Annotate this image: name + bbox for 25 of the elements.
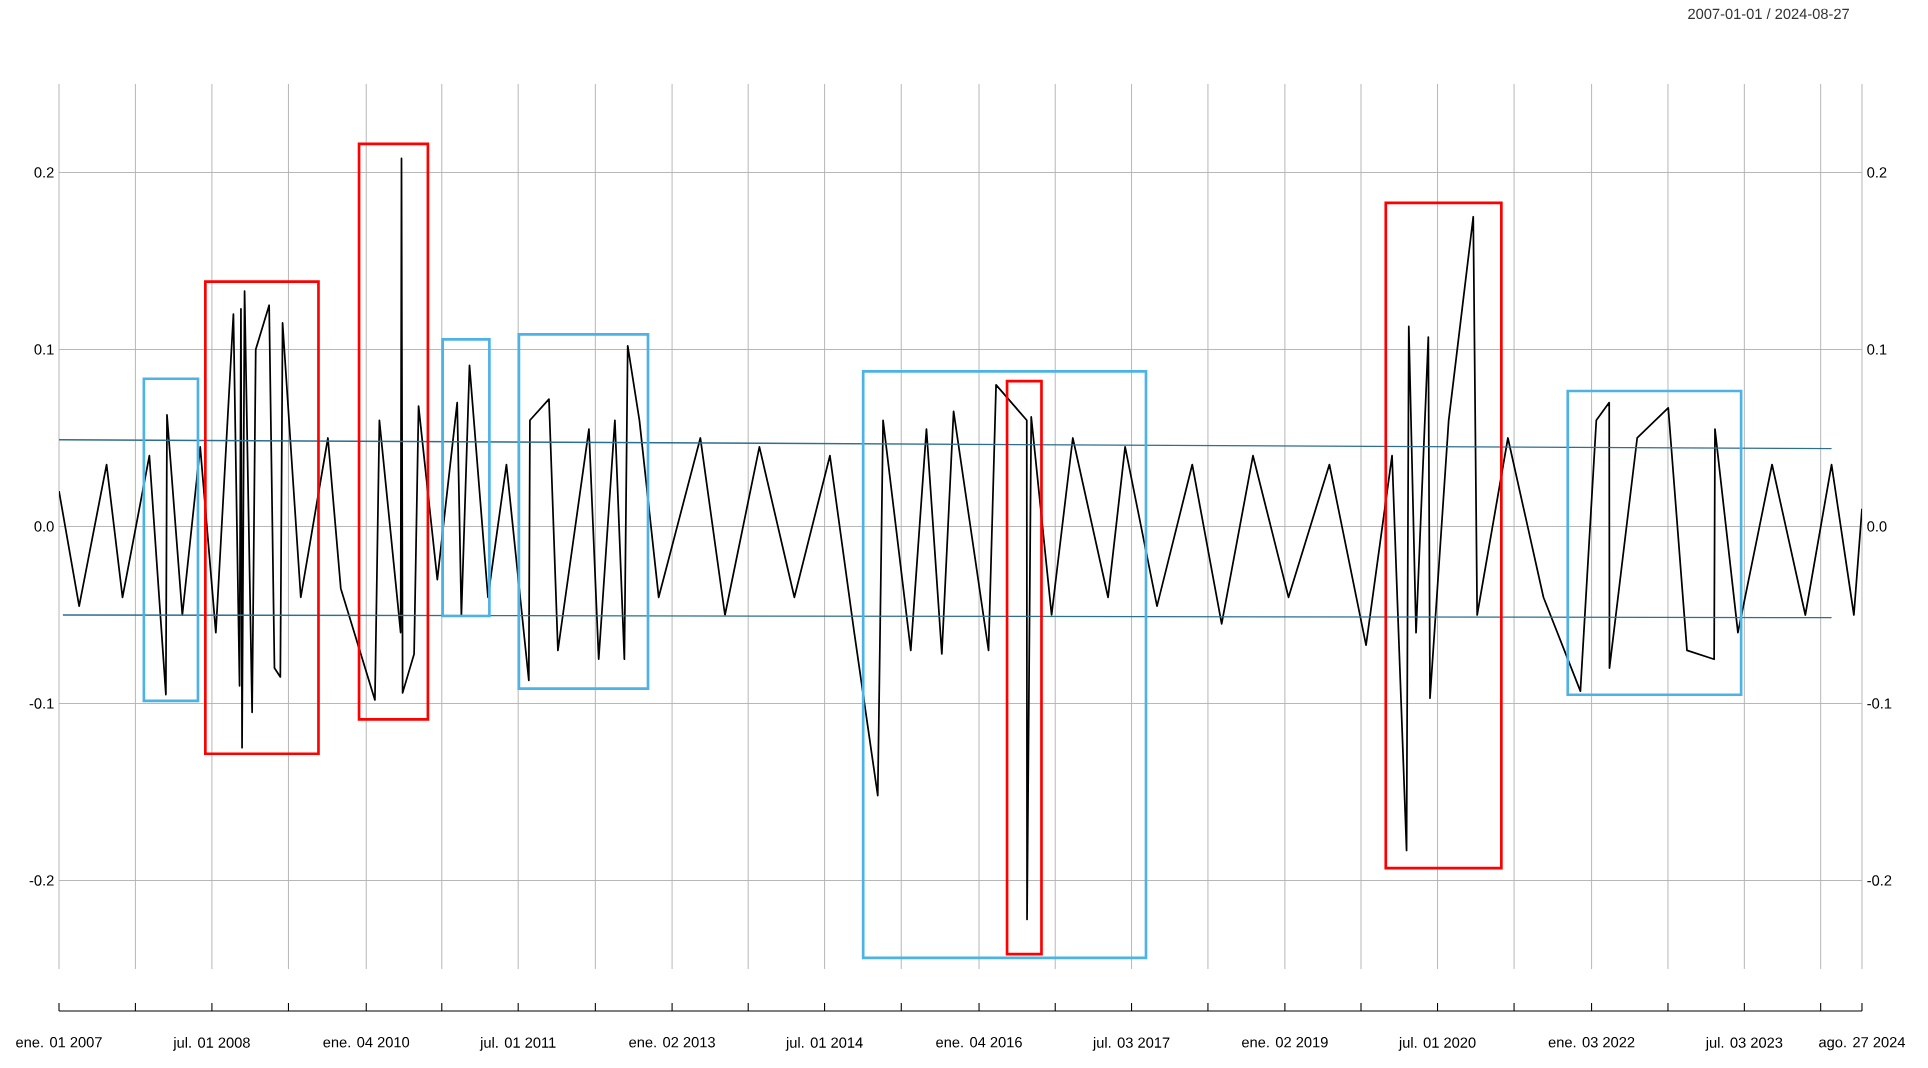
x-tick-label: jul. 03 2023 bbox=[1705, 1037, 1783, 1051]
x-tick-label: ene. 04 2010 bbox=[323, 1037, 410, 1048]
y-tick-label: 0.1 bbox=[34, 344, 54, 355]
y2-tick-label: -0.2 bbox=[1867, 875, 1892, 886]
x-tick-label: ene. 02 2013 bbox=[629, 1037, 715, 1048]
x-tick-label: jul. 03 2017 bbox=[1092, 1037, 1170, 1051]
y-tick-label: -0.1 bbox=[29, 698, 54, 709]
x-tick-label: ago. 27 2024 bbox=[1819, 1037, 1906, 1051]
x-tick-label: ene. 02 2019 bbox=[1242, 1037, 1328, 1048]
x-tick-label: jul. 01 2014 bbox=[785, 1037, 863, 1051]
line-series bbox=[59, 157, 1862, 921]
x-tick-label: ene. 01 2007 bbox=[16, 1037, 102, 1048]
x-tick-label: jul. 01 2011 bbox=[479, 1037, 556, 1051]
y2-tick-label: 0.0 bbox=[1867, 521, 1887, 532]
y-tick-label: 0.0 bbox=[34, 521, 54, 532]
x-tick-label: jul. 01 2020 bbox=[1398, 1037, 1476, 1051]
y2-tick-label: 0.1 bbox=[1867, 344, 1887, 355]
x-tick-label: ene. 03 2022 bbox=[1548, 1037, 1635, 1048]
x-tick-label: ene. 04 2016 bbox=[936, 1037, 1022, 1048]
y-tick-label: 0.2 bbox=[34, 167, 54, 178]
y-tick-label: -0.2 bbox=[29, 875, 54, 886]
y2-tick-label: -0.1 bbox=[1867, 698, 1892, 709]
x-tick-label: jul. 01 2008 bbox=[172, 1037, 250, 1051]
y2-tick-label: 0.2 bbox=[1867, 167, 1887, 178]
chart-subtitle: 2007-01-01 / 2024-08-27 bbox=[1688, 8, 1849, 20]
